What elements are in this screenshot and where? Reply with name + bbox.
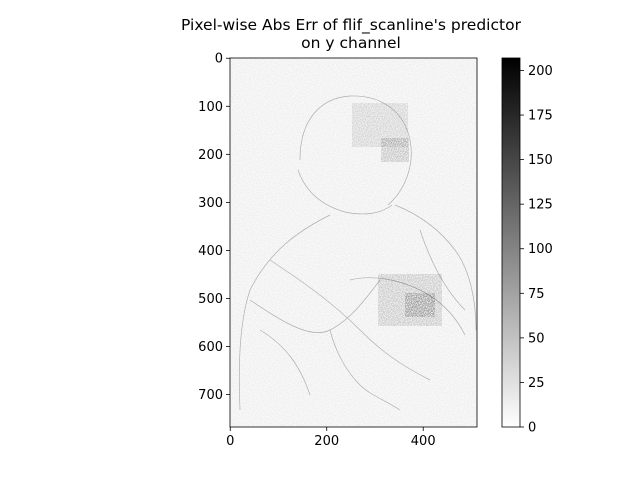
colorbar (501, 57, 521, 428)
y-tick-label: 100 (198, 100, 223, 115)
colorbar-tick-label: 0 (528, 421, 536, 436)
x-tick-label: 200 (314, 434, 339, 449)
colorbar-tick-label: 150 (528, 153, 553, 168)
x-tick-label: 400 (411, 434, 436, 449)
y-tick-label: 700 (198, 388, 223, 403)
colorbar-tick-label: 100 (528, 242, 553, 257)
y-tick-label: 300 (198, 196, 223, 211)
colorbar-axis: 0 25 50 75 100 125 150 175 200 (520, 64, 553, 436)
y-tick-label: 0 (215, 52, 223, 67)
y-tick-label: 200 (198, 148, 223, 163)
plot-frame (229, 57, 478, 428)
colorbar-tick-label: 175 (528, 109, 553, 124)
chart-title-line-1: Pixel-wise Abs Err of flif_scanline's pr… (181, 16, 521, 34)
x-axis: 0 200 400 (226, 427, 436, 449)
colorbar-tick-label: 50 (528, 331, 545, 346)
x-tick-label: 0 (226, 434, 234, 449)
y-tick-label: 500 (198, 292, 223, 307)
y-axis: 0 100 200 300 400 500 600 700 (198, 52, 230, 403)
chart-title-line-2: on y channel (301, 34, 401, 52)
colorbar-tick-label: 200 (528, 64, 553, 79)
colorbar-tick-label: 125 (528, 198, 553, 213)
y-tick-label: 400 (198, 244, 223, 259)
colorbar-tick-label: 75 (528, 287, 545, 302)
heatmap-image (230, 58, 477, 427)
colorbar-tick-label: 25 (528, 376, 545, 391)
y-tick-label: 600 (198, 340, 223, 355)
